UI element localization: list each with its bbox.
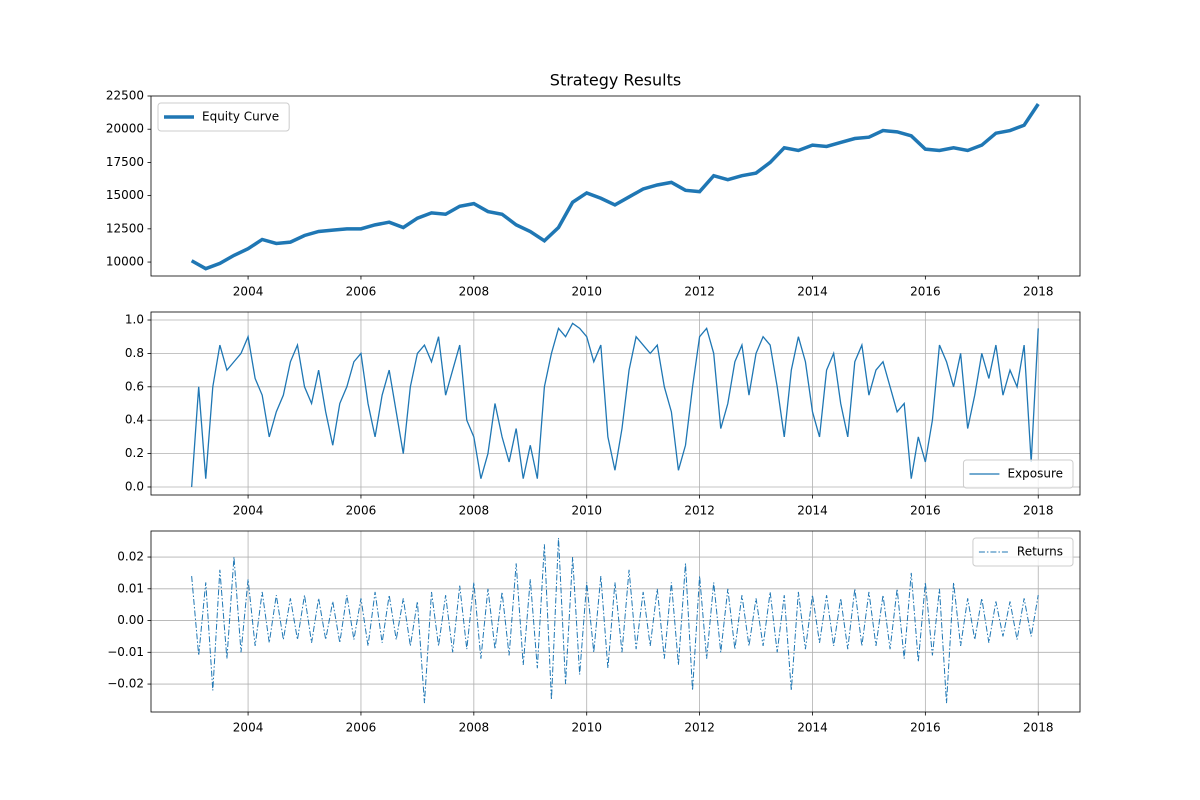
x-tick-label: 2018 (1023, 721, 1054, 735)
x-tick-label: 2012 (684, 504, 715, 518)
y-tick-label: 0.0 (125, 479, 144, 493)
x-tick-label: 2018 (1023, 285, 1054, 299)
x-tick-label: 2004 (233, 504, 264, 518)
y-tick-label: 0.8 (125, 346, 144, 360)
legend-label: Returns (1017, 545, 1063, 559)
y-tick-label: −0.01 (107, 645, 144, 659)
x-tick-label: 2006 (346, 285, 377, 299)
y-tick-label: 0.02 (117, 550, 144, 564)
x-tick-label: 2014 (797, 504, 828, 518)
legend-box (157, 102, 290, 132)
x-tick-label: 2010 (571, 504, 602, 518)
x-tick-label: 2012 (684, 285, 715, 299)
x-tick-label: 2016 (910, 285, 941, 299)
axes-frame (150, 311, 1081, 496)
x-tick-label: 2010 (571, 721, 602, 735)
legend: Returns (972, 537, 1074, 567)
y-tick-label: 10000 (106, 255, 144, 269)
y-tick-label: 0.4 (125, 413, 144, 427)
x-tick-label: 2014 (797, 285, 828, 299)
x-tick-label: 2006 (346, 721, 377, 735)
y-tick-label: 15000 (106, 188, 144, 202)
axes-frame (150, 530, 1081, 713)
data-line (191, 537, 1039, 704)
legend-label: Exposure (1007, 467, 1063, 481)
x-tick-label: 2014 (797, 721, 828, 735)
x-tick-label: 2008 (459, 504, 490, 518)
legend-label: Equity Curve (202, 110, 279, 124)
x-tick-label: 2018 (1023, 504, 1054, 518)
y-tick-label: 12500 (106, 221, 144, 235)
y-tick-label: 17500 (106, 155, 144, 169)
legend-box (972, 537, 1074, 567)
y-tick-label: 22500 (106, 89, 144, 103)
x-tick-label: 2010 (571, 285, 602, 299)
x-tick-label: 2004 (233, 285, 264, 299)
legend: Equity Curve (157, 102, 290, 132)
x-tick-label: 2004 (233, 721, 264, 735)
data-line (190, 103, 1040, 271)
y-tick-label: 0.6 (125, 379, 144, 393)
chart-title: Strategy Results (550, 71, 681, 90)
x-tick-label: 2012 (684, 721, 715, 735)
x-tick-label: 2008 (459, 721, 490, 735)
y-tick-label: 20000 (106, 122, 144, 136)
x-tick-label: 2008 (459, 285, 490, 299)
legend-box (962, 459, 1074, 489)
y-tick-label: 0.01 (117, 581, 144, 595)
x-tick-label: 2016 (910, 504, 941, 518)
x-tick-label: 2006 (346, 504, 377, 518)
legend: Exposure (962, 459, 1074, 489)
axes-frame (150, 95, 1081, 277)
x-tick-label: 2016 (910, 721, 941, 735)
y-tick-label: −0.02 (107, 677, 144, 691)
y-tick-label: 1.0 (125, 313, 144, 327)
data-line (190, 322, 1039, 488)
y-tick-label: 0.2 (125, 446, 144, 460)
y-tick-label: 0.00 (117, 613, 144, 627)
